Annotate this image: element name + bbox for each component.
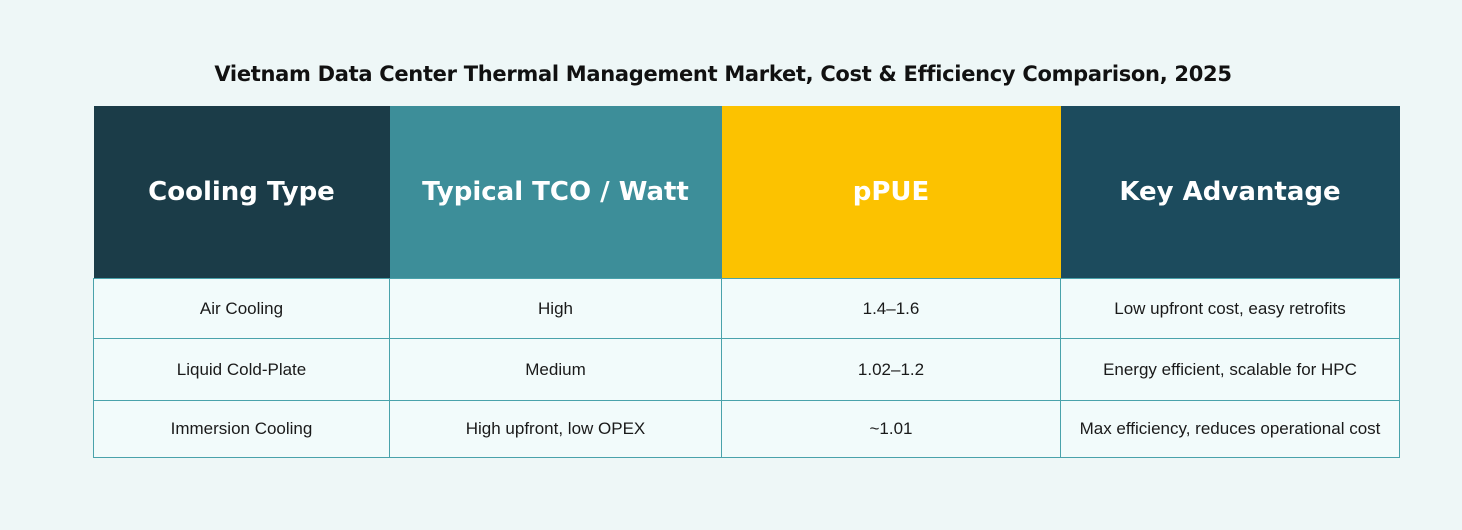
table-title: Vietnam Data Center Thermal Management M… [214, 62, 1232, 86]
table-row: Liquid Cold-Plate Medium 1.02–1.2 Energy… [93, 338, 1400, 401]
table-row: Immersion Cooling High upfront, low OPEX… [93, 400, 1400, 458]
cell-ppue: ~1.01 [721, 400, 1061, 458]
cell-tco: High [389, 278, 722, 339]
comparison-table: Cooling Type Typical TCO / Watt pPUE Key… [93, 106, 1400, 458]
table-row: Air Cooling High 1.4–1.6 Low upfront cos… [93, 278, 1400, 339]
cell-key-advantage: Max efficiency, reduces operational cost [1060, 400, 1400, 458]
cell-key-advantage: Low upfront cost, easy retrofits [1060, 278, 1400, 339]
header-cooling-type: Cooling Type [93, 106, 390, 279]
header-key-advantage: Key Advantage [1060, 106, 1400, 279]
cell-cooling-type: Air Cooling [93, 278, 390, 339]
header-row: Cooling Type Typical TCO / Watt pPUE Key… [93, 106, 1400, 279]
cell-tco: High upfront, low OPEX [389, 400, 722, 458]
cell-cooling-type: Immersion Cooling [93, 400, 390, 458]
cell-tco: Medium [389, 338, 722, 401]
cell-ppue: 1.4–1.6 [721, 278, 1061, 339]
header-ppue: pPUE [721, 106, 1061, 279]
cell-cooling-type: Liquid Cold-Plate [93, 338, 390, 401]
cell-ppue: 1.02–1.2 [721, 338, 1061, 401]
header-typical-tco-per-watt: Typical TCO / Watt [389, 106, 722, 279]
cell-key-advantage: Energy efficient, scalable for HPC [1060, 338, 1400, 401]
